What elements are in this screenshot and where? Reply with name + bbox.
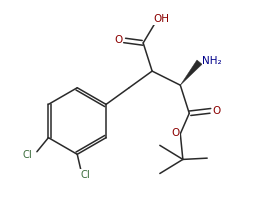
Text: O: O: [212, 106, 221, 116]
Text: Cl: Cl: [80, 170, 90, 180]
Text: Cl: Cl: [22, 150, 32, 160]
Text: NH₂: NH₂: [203, 56, 222, 66]
Text: O: O: [114, 35, 122, 45]
Text: OH: OH: [154, 14, 170, 24]
Text: O: O: [171, 127, 179, 138]
Polygon shape: [180, 60, 202, 85]
